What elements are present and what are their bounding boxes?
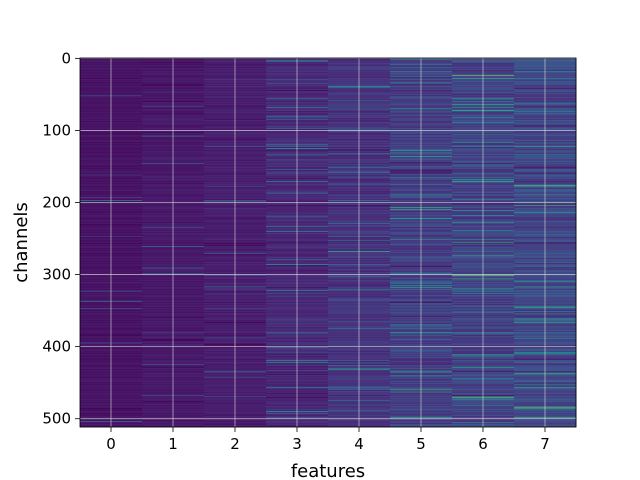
x-tick-label: 6 (478, 435, 488, 453)
y-tick-label: 400 (42, 338, 71, 356)
x-axis-label: features (291, 461, 365, 480)
y-axis-ticks: 0 100 200 300 400 500 (42, 49, 80, 428)
grid-lines (80, 57, 576, 427)
x-tick-label: 1 (168, 435, 178, 453)
y-tick-label: 500 (42, 410, 71, 428)
x-tick-label: 5 (416, 435, 426, 453)
x-tick-label: 0 (106, 435, 116, 453)
x-tick-label: 2 (230, 435, 240, 453)
heatmap-cells (80, 58, 577, 428)
y-tick-label: 300 (42, 266, 71, 284)
y-axis-label: channels (11, 202, 32, 283)
x-tick-label: 3 (292, 435, 302, 453)
y-tick-label: 100 (42, 121, 71, 139)
y-tick-label: 200 (42, 194, 71, 212)
plot-frame (79, 57, 577, 428)
y-tick-label: 0 (61, 49, 71, 67)
x-tick-label: 7 (540, 435, 550, 453)
x-axis-ticks: 0 1 2 3 4 5 6 7 (106, 427, 550, 453)
x-tick-label: 4 (354, 435, 364, 453)
